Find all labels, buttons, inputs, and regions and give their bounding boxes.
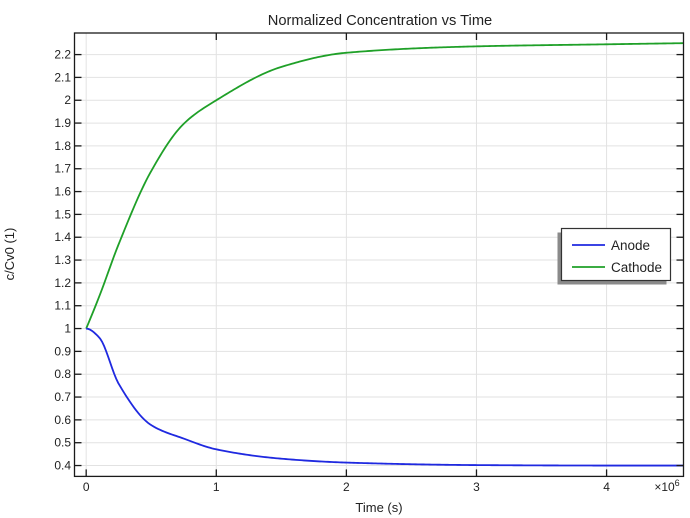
svg-text:2.2: 2.2 xyxy=(54,48,71,62)
svg-text:2: 2 xyxy=(64,93,71,107)
svg-text:0.7: 0.7 xyxy=(54,390,71,404)
svg-text:0.5: 0.5 xyxy=(54,436,71,450)
svg-text:Anode: Anode xyxy=(611,238,650,253)
svg-text:1.8: 1.8 xyxy=(54,139,71,153)
svg-text:1.3: 1.3 xyxy=(54,253,71,267)
svg-text:1.2: 1.2 xyxy=(54,276,71,290)
svg-text:0.8: 0.8 xyxy=(54,367,71,381)
svg-text:1.6: 1.6 xyxy=(54,185,71,199)
svg-text:1.4: 1.4 xyxy=(54,230,71,244)
svg-text:Normalized Concentration vs Ti: Normalized Concentration vs Time xyxy=(268,13,492,29)
svg-text:0.9: 0.9 xyxy=(54,344,71,358)
svg-text:1: 1 xyxy=(64,322,71,336)
svg-text:1.9: 1.9 xyxy=(54,116,71,130)
svg-text:0.6: 0.6 xyxy=(54,413,71,427)
svg-text:1.5: 1.5 xyxy=(54,207,71,221)
svg-text:1.7: 1.7 xyxy=(54,162,71,176)
svg-text:c/Cv0 (1): c/Cv0 (1) xyxy=(2,228,17,281)
svg-text:1.1: 1.1 xyxy=(54,299,71,313)
svg-text:2.1: 2.1 xyxy=(54,70,71,84)
svg-text:0: 0 xyxy=(83,480,90,494)
svg-text:×106: ×106 xyxy=(654,478,679,494)
svg-text:Time (s): Time (s) xyxy=(355,500,402,515)
svg-text:1: 1 xyxy=(213,480,220,494)
svg-text:3: 3 xyxy=(473,480,480,494)
svg-text:2: 2 xyxy=(343,480,350,494)
svg-text:4: 4 xyxy=(603,480,610,494)
svg-text:0.4: 0.4 xyxy=(54,459,71,473)
svg-text:Cathode: Cathode xyxy=(611,260,662,275)
